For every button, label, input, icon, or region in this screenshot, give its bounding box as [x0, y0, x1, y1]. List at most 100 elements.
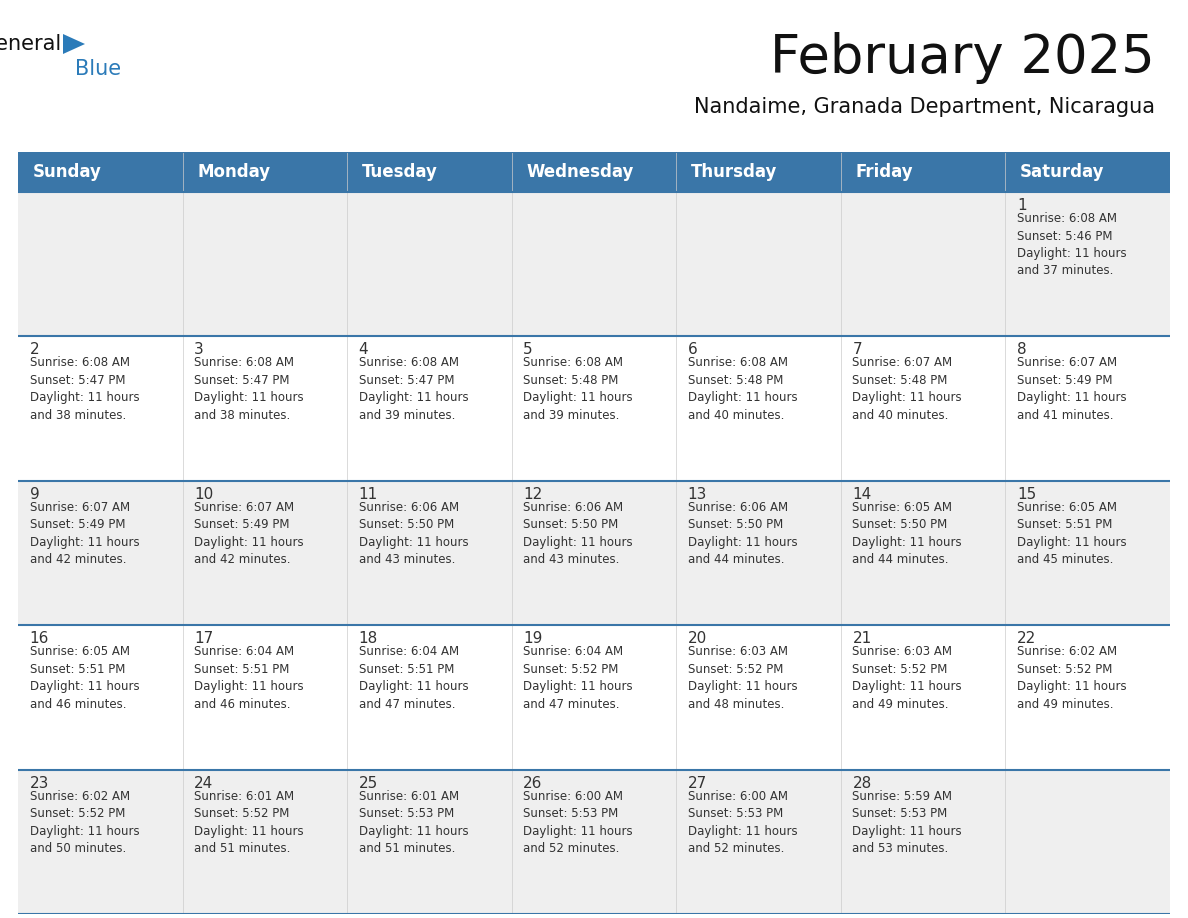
Text: Sunrise: 6:06 AM
Sunset: 5:50 PM
Daylight: 11 hours
and 43 minutes.: Sunrise: 6:06 AM Sunset: 5:50 PM Dayligh…: [523, 501, 633, 566]
Text: 5: 5: [523, 342, 533, 357]
Bar: [347, 192, 512, 336]
Text: Sunrise: 6:06 AM
Sunset: 5:50 PM
Daylight: 11 hours
and 44 minutes.: Sunrise: 6:06 AM Sunset: 5:50 PM Dayligh…: [688, 501, 797, 566]
Text: 7: 7: [852, 342, 862, 357]
Text: Sunrise: 6:08 AM
Sunset: 5:47 PM
Daylight: 11 hours
and 39 minutes.: Sunrise: 6:08 AM Sunset: 5:47 PM Dayligh…: [359, 356, 468, 422]
Text: 17: 17: [194, 632, 214, 646]
Text: Sunrise: 6:00 AM
Sunset: 5:53 PM
Daylight: 11 hours
and 52 minutes.: Sunrise: 6:00 AM Sunset: 5:53 PM Dayligh…: [523, 789, 633, 855]
Bar: [676, 769, 841, 914]
Text: Sunrise: 6:05 AM
Sunset: 5:51 PM
Daylight: 11 hours
and 45 minutes.: Sunrise: 6:05 AM Sunset: 5:51 PM Dayligh…: [1017, 501, 1126, 566]
Text: Sunrise: 6:03 AM
Sunset: 5:52 PM
Daylight: 11 hours
and 49 minutes.: Sunrise: 6:03 AM Sunset: 5:52 PM Dayligh…: [852, 645, 962, 711]
Text: Sunrise: 6:02 AM
Sunset: 5:52 PM
Daylight: 11 hours
and 50 minutes.: Sunrise: 6:02 AM Sunset: 5:52 PM Dayligh…: [30, 789, 139, 855]
Bar: [183, 336, 347, 481]
Text: Sunrise: 6:08 AM
Sunset: 5:47 PM
Daylight: 11 hours
and 38 minutes.: Sunrise: 6:08 AM Sunset: 5:47 PM Dayligh…: [30, 356, 139, 422]
Bar: [1005, 481, 1170, 625]
Bar: [841, 192, 1005, 336]
Text: Sunrise: 6:01 AM
Sunset: 5:53 PM
Daylight: 11 hours
and 51 minutes.: Sunrise: 6:01 AM Sunset: 5:53 PM Dayligh…: [359, 789, 468, 855]
Text: Saturday: Saturday: [1020, 163, 1105, 181]
Text: Thursday: Thursday: [691, 163, 777, 181]
Bar: [512, 336, 676, 481]
Bar: [347, 481, 512, 625]
Text: 12: 12: [523, 487, 543, 502]
Text: 19: 19: [523, 632, 543, 646]
Text: 16: 16: [30, 632, 49, 646]
Text: Sunrise: 6:01 AM
Sunset: 5:52 PM
Daylight: 11 hours
and 51 minutes.: Sunrise: 6:01 AM Sunset: 5:52 PM Dayligh…: [194, 789, 304, 855]
Text: 11: 11: [359, 487, 378, 502]
Text: Sunrise: 5:59 AM
Sunset: 5:53 PM
Daylight: 11 hours
and 53 minutes.: Sunrise: 5:59 AM Sunset: 5:53 PM Dayligh…: [852, 789, 962, 855]
Bar: [676, 152, 841, 192]
Bar: [512, 192, 676, 336]
Bar: [18, 625, 183, 769]
Bar: [183, 481, 347, 625]
Text: Nandaime, Granada Department, Nicaragua: Nandaime, Granada Department, Nicaragua: [694, 97, 1155, 117]
Bar: [18, 481, 183, 625]
Text: 24: 24: [194, 776, 214, 790]
Bar: [183, 769, 347, 914]
Text: Sunrise: 6:08 AM
Sunset: 5:47 PM
Daylight: 11 hours
and 38 minutes.: Sunrise: 6:08 AM Sunset: 5:47 PM Dayligh…: [194, 356, 304, 422]
Text: 6: 6: [688, 342, 697, 357]
Bar: [183, 152, 347, 192]
Bar: [1005, 769, 1170, 914]
Text: 23: 23: [30, 776, 49, 790]
Bar: [676, 192, 841, 336]
Text: General: General: [0, 34, 62, 54]
Text: 20: 20: [688, 632, 707, 646]
Bar: [183, 192, 347, 336]
Bar: [512, 481, 676, 625]
Bar: [512, 769, 676, 914]
Bar: [1005, 152, 1170, 192]
Text: Sunrise: 6:07 AM
Sunset: 5:49 PM
Daylight: 11 hours
and 42 minutes.: Sunrise: 6:07 AM Sunset: 5:49 PM Dayligh…: [30, 501, 139, 566]
Text: February 2025: February 2025: [770, 32, 1155, 84]
Text: Sunrise: 6:07 AM
Sunset: 5:49 PM
Daylight: 11 hours
and 41 minutes.: Sunrise: 6:07 AM Sunset: 5:49 PM Dayligh…: [1017, 356, 1126, 422]
Bar: [512, 625, 676, 769]
Bar: [841, 152, 1005, 192]
Text: 1: 1: [1017, 198, 1026, 213]
Text: Sunrise: 6:04 AM
Sunset: 5:51 PM
Daylight: 11 hours
and 46 minutes.: Sunrise: 6:04 AM Sunset: 5:51 PM Dayligh…: [194, 645, 304, 711]
Bar: [18, 769, 183, 914]
Text: 22: 22: [1017, 632, 1036, 646]
Polygon shape: [63, 34, 86, 54]
Bar: [18, 152, 183, 192]
Bar: [183, 625, 347, 769]
Text: 28: 28: [852, 776, 872, 790]
Text: Sunrise: 6:03 AM
Sunset: 5:52 PM
Daylight: 11 hours
and 48 minutes.: Sunrise: 6:03 AM Sunset: 5:52 PM Dayligh…: [688, 645, 797, 711]
Text: 18: 18: [359, 632, 378, 646]
Bar: [347, 152, 512, 192]
Text: Sunrise: 6:07 AM
Sunset: 5:48 PM
Daylight: 11 hours
and 40 minutes.: Sunrise: 6:07 AM Sunset: 5:48 PM Dayligh…: [852, 356, 962, 422]
Text: 13: 13: [688, 487, 707, 502]
Text: Sunrise: 6:05 AM
Sunset: 5:50 PM
Daylight: 11 hours
and 44 minutes.: Sunrise: 6:05 AM Sunset: 5:50 PM Dayligh…: [852, 501, 962, 566]
Text: Sunrise: 6:04 AM
Sunset: 5:51 PM
Daylight: 11 hours
and 47 minutes.: Sunrise: 6:04 AM Sunset: 5:51 PM Dayligh…: [359, 645, 468, 711]
Bar: [676, 625, 841, 769]
Bar: [841, 625, 1005, 769]
Text: 14: 14: [852, 487, 872, 502]
Text: Monday: Monday: [197, 163, 271, 181]
Text: Sunrise: 6:05 AM
Sunset: 5:51 PM
Daylight: 11 hours
and 46 minutes.: Sunrise: 6:05 AM Sunset: 5:51 PM Dayligh…: [30, 645, 139, 711]
Bar: [347, 336, 512, 481]
Bar: [841, 481, 1005, 625]
Bar: [1005, 192, 1170, 336]
Bar: [1005, 336, 1170, 481]
Bar: [347, 769, 512, 914]
Bar: [347, 625, 512, 769]
Bar: [676, 336, 841, 481]
Text: Sunrise: 6:02 AM
Sunset: 5:52 PM
Daylight: 11 hours
and 49 minutes.: Sunrise: 6:02 AM Sunset: 5:52 PM Dayligh…: [1017, 645, 1126, 711]
Bar: [676, 481, 841, 625]
Text: 21: 21: [852, 632, 872, 646]
Text: 26: 26: [523, 776, 543, 790]
Text: Sunrise: 6:07 AM
Sunset: 5:49 PM
Daylight: 11 hours
and 42 minutes.: Sunrise: 6:07 AM Sunset: 5:49 PM Dayligh…: [194, 501, 304, 566]
Text: Sunrise: 6:04 AM
Sunset: 5:52 PM
Daylight: 11 hours
and 47 minutes.: Sunrise: 6:04 AM Sunset: 5:52 PM Dayligh…: [523, 645, 633, 711]
Text: Sunrise: 6:00 AM
Sunset: 5:53 PM
Daylight: 11 hours
and 52 minutes.: Sunrise: 6:00 AM Sunset: 5:53 PM Dayligh…: [688, 789, 797, 855]
Text: 25: 25: [359, 776, 378, 790]
Text: 2: 2: [30, 342, 39, 357]
Text: 15: 15: [1017, 487, 1036, 502]
Text: 10: 10: [194, 487, 214, 502]
Text: Friday: Friday: [855, 163, 914, 181]
Bar: [512, 152, 676, 192]
Text: 27: 27: [688, 776, 707, 790]
Text: 3: 3: [194, 342, 204, 357]
Text: Blue: Blue: [75, 59, 121, 79]
Bar: [1005, 625, 1170, 769]
Text: 4: 4: [359, 342, 368, 357]
Text: 8: 8: [1017, 342, 1026, 357]
Text: Sunrise: 6:08 AM
Sunset: 5:48 PM
Daylight: 11 hours
and 40 minutes.: Sunrise: 6:08 AM Sunset: 5:48 PM Dayligh…: [688, 356, 797, 422]
Bar: [18, 336, 183, 481]
